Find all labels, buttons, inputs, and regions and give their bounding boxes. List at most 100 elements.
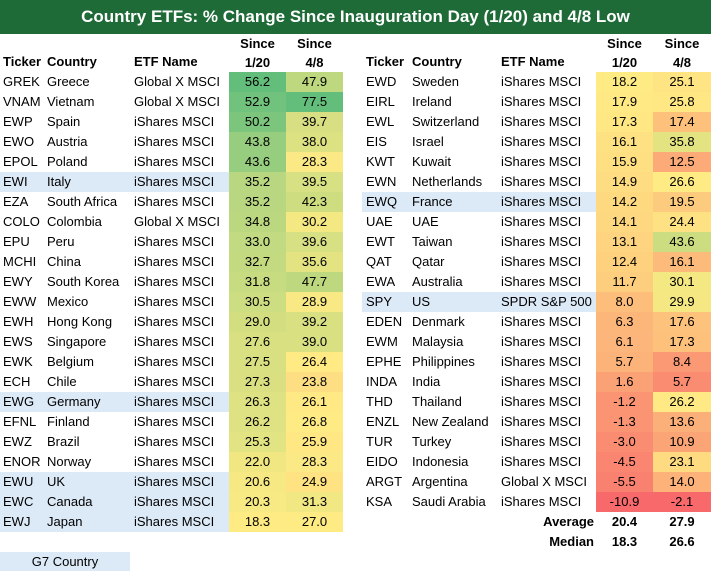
- cell-ticker: EFNL: [3, 414, 37, 429]
- cell-since-4-8: 39.2: [286, 312, 343, 332]
- cell-ticker: GREK: [3, 74, 40, 89]
- cell-country: Vietnam: [47, 94, 95, 109]
- cell-etf-name: iShares MSCI: [134, 494, 215, 509]
- cell-country: Argentina: [412, 474, 468, 489]
- cell-ticker: EWK: [3, 354, 33, 369]
- cell-since-1-20: 22.0: [229, 452, 286, 472]
- cell-country: Chile: [47, 374, 77, 389]
- cell-etf-name: Global X MSCI: [134, 214, 220, 229]
- table-row: EPU Peru iShares MSCI 33.0 39.6: [0, 232, 343, 252]
- cell-country: India: [412, 374, 441, 389]
- cell-etf-name: iShares MSCI: [501, 274, 582, 289]
- header-ticker: Ticker: [3, 54, 42, 69]
- cell-ticker: EWW: [3, 294, 37, 309]
- cell-country: Norway: [47, 454, 92, 469]
- cell-since-4-8: 35.8: [653, 132, 711, 152]
- cell-country: Spain: [47, 114, 81, 129]
- table-row: EPHE Philippines iShares MSCI 5.7 8.4: [362, 352, 711, 372]
- cell-since-1-20: 14.1: [596, 212, 653, 232]
- cell-country: China: [47, 254, 81, 269]
- cell-etf-name: Global X MSCI: [134, 74, 220, 89]
- cell-since-1-20: -5.5: [596, 472, 653, 492]
- cell-since-1-20: 43.8: [229, 132, 286, 152]
- cell-since-1-20: 20.6: [229, 472, 286, 492]
- cell-country: Colombia: [47, 214, 102, 229]
- cell-etf-name: iShares MSCI: [134, 194, 215, 209]
- table-row: EWS Singapore iShares MSCI 27.6 39.0: [0, 332, 343, 352]
- cell-etf-name: iShares MSCI: [134, 434, 215, 449]
- cell-since-1-20: 8.0: [596, 292, 653, 312]
- cell-since-4-8: 30.2: [286, 212, 343, 232]
- table-row: EWW Mexico iShares MSCI 30.5 28.9: [0, 292, 343, 312]
- summary-block: Average 20.4 27.9 Median 18.3 26.6: [500, 512, 711, 552]
- table-row: EWC Canada iShares MSCI 20.3 31.3: [0, 492, 343, 512]
- cell-since-1-20: 14.2: [596, 192, 653, 212]
- table-row: EIRL Ireland iShares MSCI 17.9 25.8: [362, 92, 711, 112]
- cell-since-1-20: 29.0: [229, 312, 286, 332]
- header-ticker: Ticker: [366, 54, 405, 69]
- cell-etf-name: iShares MSCI: [134, 474, 215, 489]
- cell-ticker: EWO: [3, 134, 35, 149]
- cell-since-4-8: 39.6: [286, 232, 343, 252]
- table-row: GREK Greece Global X MSCI 56.2 47.9: [0, 72, 343, 92]
- cell-since-4-8: 17.3: [653, 332, 711, 352]
- legend-g7-country: G7 Country: [0, 552, 130, 571]
- cell-since-4-8: 23.8: [286, 372, 343, 392]
- cell-since-4-8: 14.0: [653, 472, 711, 492]
- cell-since-1-20: 6.1: [596, 332, 653, 352]
- cell-country: Philippines: [412, 354, 475, 369]
- table-row: EWK Belgium iShares MSCI 27.5 26.4: [0, 352, 343, 372]
- table-row: EWP Spain iShares MSCI 50.2 39.7: [0, 112, 343, 132]
- cell-since-4-8: 28.3: [286, 152, 343, 172]
- cell-since-1-20: 27.5: [229, 352, 286, 372]
- cell-since-1-20: 35.2: [229, 192, 286, 212]
- header-since-4-8: Since 4/8: [653, 34, 711, 72]
- cell-since-4-8: 25.1: [653, 72, 711, 92]
- left-rows: GREK Greece Global X MSCI 56.2 47.9 VNAM Vietn…: [0, 72, 343, 532]
- cell-since-1-20: 32.7: [229, 252, 286, 272]
- g7-highlight: [0, 472, 229, 492]
- cell-etf-name: Global X MSCI: [501, 474, 587, 489]
- left-table: Ticker Country ETF Name Since 1/20 Since 4…: [0, 34, 343, 532]
- cell-etf-name: iShares MSCI: [501, 454, 582, 469]
- cell-country: Italy: [47, 174, 71, 189]
- cell-etf-name: iShares MSCI: [501, 94, 582, 109]
- cell-etf-name: iShares MSCI: [501, 394, 582, 409]
- table-row: INDA India iShares MSCI 1.6 5.7: [362, 372, 711, 392]
- cell-country: Japan: [47, 514, 83, 529]
- table-row: EWJ Japan iShares MSCI 18.3 27.0: [0, 512, 343, 532]
- summary-since-1-20: 18.3: [611, 534, 638, 549]
- cell-since-1-20: 11.7: [596, 272, 653, 292]
- header-etf-name: ETF Name: [134, 54, 198, 69]
- cell-ticker: EPU: [3, 234, 30, 249]
- cell-since-1-20: 20.3: [229, 492, 286, 512]
- cell-ticker: ENZL: [366, 414, 400, 429]
- cell-country: UK: [47, 474, 66, 489]
- cell-since-1-20: 17.3: [596, 112, 653, 132]
- cell-ticker: EWC: [3, 494, 34, 509]
- cell-since-1-20: 33.0: [229, 232, 286, 252]
- table-row: EWG Germany iShares MSCI 26.3 26.1: [0, 392, 343, 412]
- cell-country: Belgium: [47, 354, 94, 369]
- cell-country: Greece: [47, 74, 90, 89]
- cell-ticker: EWT: [366, 234, 395, 249]
- header-since-4-8-line1: Since: [664, 36, 700, 51]
- cell-country: Sweden: [412, 74, 459, 89]
- cell-country: Singapore: [47, 334, 107, 349]
- cell-since-4-8: 26.4: [286, 352, 343, 372]
- cell-country: New Zealand: [412, 414, 489, 429]
- cell-etf-name: iShares MSCI: [501, 434, 582, 449]
- cell-country: US: [412, 294, 431, 309]
- cell-etf-name: iShares MSCI: [501, 414, 582, 429]
- cell-since-1-20: 16.1: [596, 132, 653, 152]
- cell-etf-name: iShares MSCI: [501, 214, 582, 229]
- cell-since-1-20: 12.4: [596, 252, 653, 272]
- table-row: ECH Chile iShares MSCI 27.3 23.8: [0, 372, 343, 392]
- cell-since-1-20: -4.5: [596, 452, 653, 472]
- cell-since-4-8: 24.9: [286, 472, 343, 492]
- cell-country: Turkey: [412, 434, 452, 449]
- cell-ticker: EPHE: [366, 354, 402, 369]
- cell-since-4-8: 8.4: [653, 352, 711, 372]
- cell-since-1-20: 43.6: [229, 152, 286, 172]
